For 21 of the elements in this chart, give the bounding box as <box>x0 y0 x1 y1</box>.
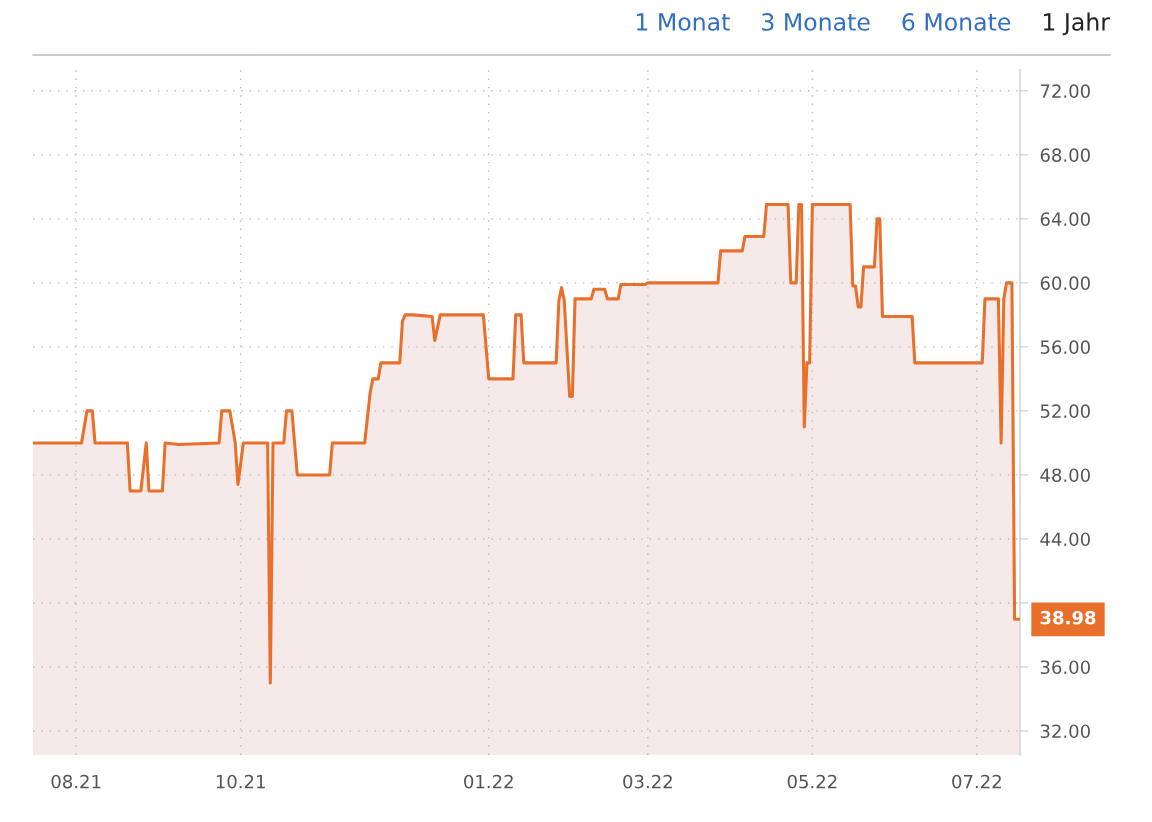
y-tick-label: 64.00 <box>1040 212 1090 226</box>
y-tick-label: 48.00 <box>1040 468 1090 483</box>
x-tick-label: 10.21 <box>216 774 265 789</box>
x-tick-label: 03.22 <box>623 774 672 789</box>
x-tick-label: 01.22 <box>464 774 513 789</box>
x-tick-label: 05.22 <box>787 774 837 789</box>
y-tick-label: 36.00 <box>1040 660 1090 675</box>
y-tick-label: 52.00 <box>1040 404 1090 419</box>
y-tick-label: 56.00 <box>1040 340 1090 354</box>
y-tick-label: 60.00 <box>1040 276 1090 290</box>
y-tick-label: 72.00 <box>1040 84 1090 98</box>
text: 6 Monate <box>902 12 1011 31</box>
annotation: 38.98 <box>1040 610 1096 625</box>
y-tick-label: 32.00 <box>1040 724 1090 739</box>
text: 1 Monat <box>636 13 730 31</box>
y-tick-label: 44.00 <box>1040 532 1090 547</box>
text: 3 Monate <box>762 12 870 31</box>
x-tick-label: 08.21 <box>51 774 101 789</box>
y-tick-label: 68.00 <box>1040 148 1090 162</box>
x-tick-label: 07.22 <box>952 774 1001 789</box>
text: 1 Jahr <box>1043 12 1110 36</box>
